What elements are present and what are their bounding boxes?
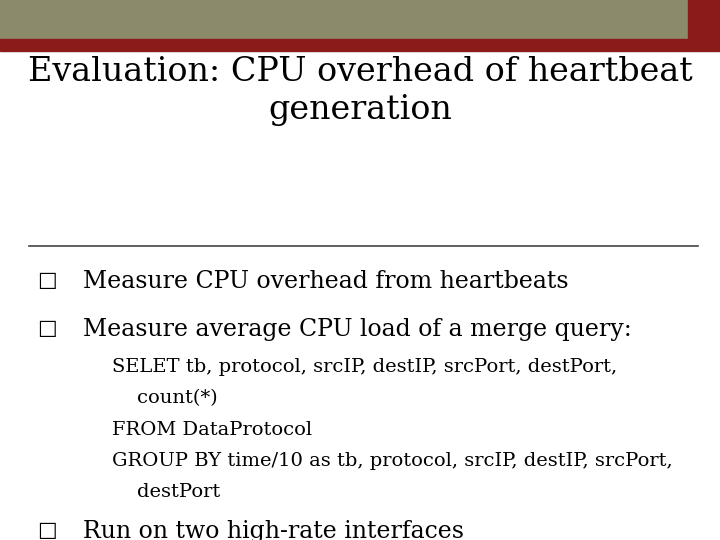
Bar	[688, 0, 720, 39]
Bar	[0, 0, 720, 39]
Text: SELET tb, protocol, srcIP, destIP, srcPort, destPort,: SELET tb, protocol, srcIP, destIP, srcPo…	[112, 358, 617, 376]
Text: GROUP BY time/10 as tb, protocol, srcIP, destIP, srcPort,: GROUP BY time/10 as tb, protocol, srcIP,…	[112, 452, 672, 470]
Text: Measure CPU overhead from heartbeats: Measure CPU overhead from heartbeats	[83, 270, 568, 293]
Text: count(*): count(*)	[112, 389, 217, 407]
Text: FROM DataProtocol: FROM DataProtocol	[112, 421, 312, 438]
Text: Evaluation: CPU overhead of heartbeat
generation: Evaluation: CPU overhead of heartbeat ge…	[27, 56, 693, 126]
Text: Measure average CPU load of a merge query:: Measure average CPU load of a merge quer…	[83, 318, 631, 341]
Bar	[0, 39, 720, 51]
Text: □: □	[37, 318, 57, 338]
Text: Run on two high-rate interfaces: Run on two high-rate interfaces	[83, 520, 464, 540]
Text: □: □	[37, 270, 57, 290]
Text: destPort: destPort	[112, 483, 220, 501]
Text: □: □	[37, 520, 57, 540]
